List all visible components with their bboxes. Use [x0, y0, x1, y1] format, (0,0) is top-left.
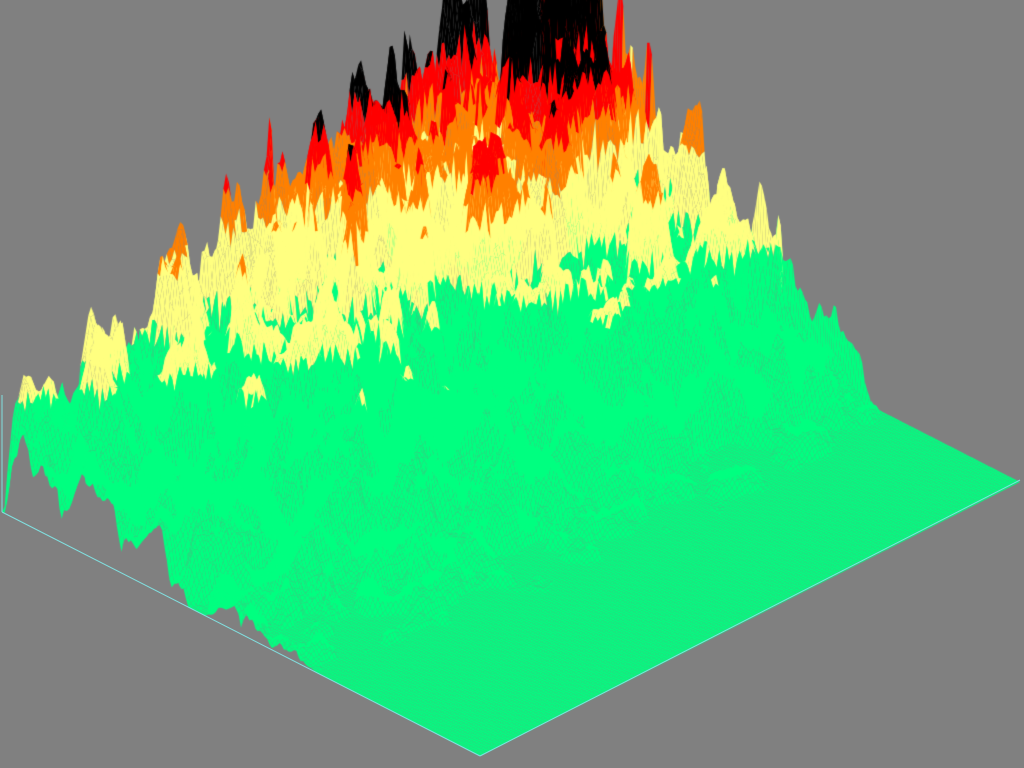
base-edge-left-front — [1, 511, 481, 757]
base-edge-front-right — [479, 479, 1021, 757]
